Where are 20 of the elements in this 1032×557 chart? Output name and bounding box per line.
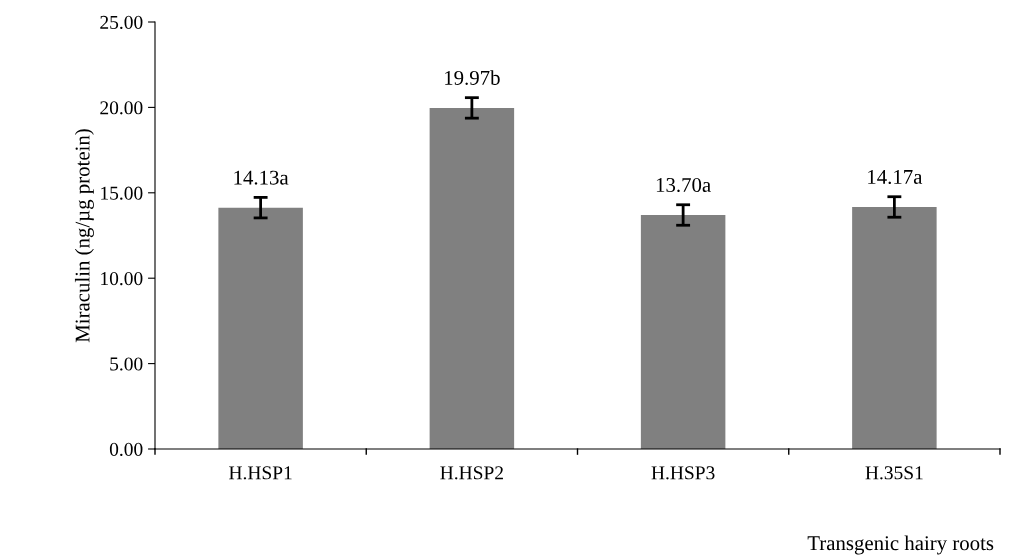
data-label: 14.17a — [868, 170, 923, 185]
x-tick-label: H.35S1 — [865, 466, 923, 480]
x-tick-label: H.HSP2 — [440, 466, 503, 480]
bar — [640, 215, 726, 449]
y-tick-label: 5.00 — [110, 357, 143, 371]
y-tick-label: 0.00 — [109, 442, 143, 457]
x-tick-label: H.HSP1 — [229, 466, 292, 480]
data-label: 13.70a — [656, 177, 711, 193]
x-axis-title: Transgenic hairy roots — [807, 535, 994, 555]
x-tick-label: H.HSP3 — [651, 466, 715, 480]
y-tick-label: 20.00 — [100, 101, 143, 115]
bar — [218, 207, 303, 449]
y-tick-label: 25.00 — [100, 15, 143, 30]
y-tick-label: 15.00 — [101, 186, 143, 200]
y-tick-label: 10.00 — [101, 272, 143, 286]
bar — [852, 206, 937, 449]
data-label: 19.97b — [445, 70, 500, 85]
data-label: 14.13a — [234, 170, 289, 185]
y-axis-title: Miraculin (ng/µg protein) — [74, 129, 94, 343]
bar — [429, 107, 515, 449]
